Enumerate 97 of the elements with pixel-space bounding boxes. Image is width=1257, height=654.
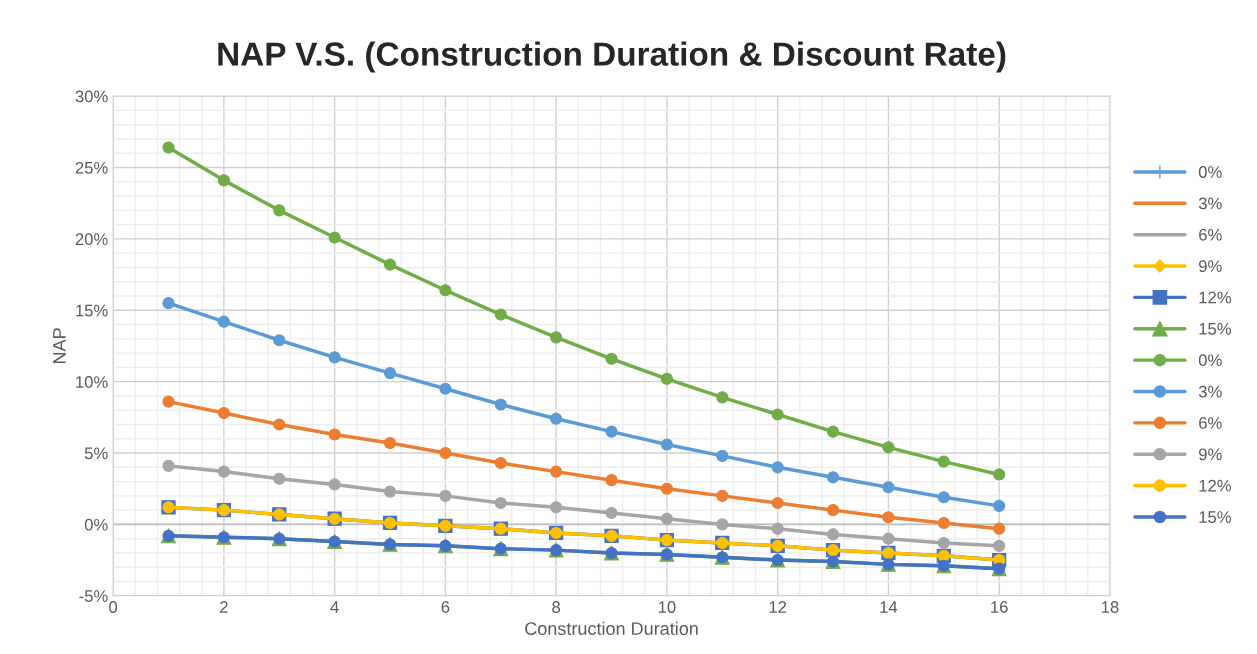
x-tick-label: 4 [330,601,339,613]
point [383,367,397,380]
y-tick-label: 10% [76,376,108,388]
legend-label: 15% [1199,323,1231,335]
point [328,428,341,441]
x-tick-label: 18 [1101,601,1119,613]
legend-label: 12% [1199,291,1231,304]
x-tick-label: 16 [991,601,1008,613]
point [716,391,729,404]
point [771,461,784,474]
point [550,501,563,514]
x-tick-label: 10 [658,601,676,613]
legend-label: 3% [1198,197,1222,210]
y-tick-label: 20% [75,233,108,246]
point [328,478,341,491]
point [993,499,1006,512]
y-tick-label: 30% [75,90,108,103]
point [937,536,950,550]
point [273,334,286,347]
x-tick-label: 6 [441,601,450,613]
x-tick-label: 12 [769,601,787,613]
point [826,504,840,517]
legend-label: 0% [1198,354,1222,367]
point [383,436,397,450]
point [217,174,230,187]
point [217,406,230,420]
y-tick-label: 0% [84,518,108,531]
point [550,465,563,478]
point [882,481,895,494]
point [660,438,673,451]
point [162,297,175,310]
point [993,522,1006,535]
point [162,395,175,408]
point [162,459,175,472]
point [383,485,397,498]
point [605,474,618,487]
point [273,204,286,217]
chart-title: NAP V.S. (Construction Duration & Discount Rate) [218,41,1006,73]
point [716,518,729,531]
x-tick-label: 2 [220,601,228,613]
legend-label: 12% [1199,479,1231,492]
point [383,258,397,271]
point [328,351,341,364]
point [882,532,895,545]
point [882,511,895,524]
point [605,425,618,438]
point [439,382,452,395]
point [605,506,618,520]
legend-label: 9% [1199,260,1222,273]
point [993,468,1006,481]
point [494,496,507,510]
point [716,489,729,502]
point [660,372,673,385]
point [826,471,840,484]
point [439,446,452,460]
point [993,539,1006,552]
legend-label: 15% [1199,511,1231,523]
point [937,455,950,468]
point [937,491,950,504]
point [217,465,230,478]
x-tick-label: 0 [109,601,118,613]
y-axis-title: NAP [53,328,66,364]
x-tick-label: 14 [880,601,898,613]
legend-label: 6% [1199,228,1222,241]
y-tick-label: 25% [75,161,108,174]
point [328,231,341,244]
point [550,331,563,344]
legend-label: 0% [1198,166,1222,178]
point [273,472,286,485]
point [771,522,784,535]
point [660,512,673,525]
point [771,408,784,421]
point [716,449,729,462]
point [162,141,175,154]
point [937,516,950,530]
point [439,284,452,297]
point [439,489,452,502]
point [660,482,673,495]
legend-label: 9% [1199,448,1222,461]
legend-label: 3% [1198,385,1222,398]
x-tick-label: 8 [552,601,561,613]
point [494,398,507,411]
point [494,308,507,321]
y-tick-label: 5% [84,447,108,460]
x-axis-title: Construction Duration [525,621,698,636]
point [605,352,618,365]
point [550,412,563,425]
y-tick-label: -5% [79,590,108,602]
point [826,425,840,438]
point [217,315,230,328]
point [826,528,840,541]
y-tick-label: 15% [76,304,108,317]
point [771,496,784,510]
legend-label: 6% [1199,417,1222,429]
point [882,441,895,454]
point [273,418,286,431]
point [494,456,507,470]
